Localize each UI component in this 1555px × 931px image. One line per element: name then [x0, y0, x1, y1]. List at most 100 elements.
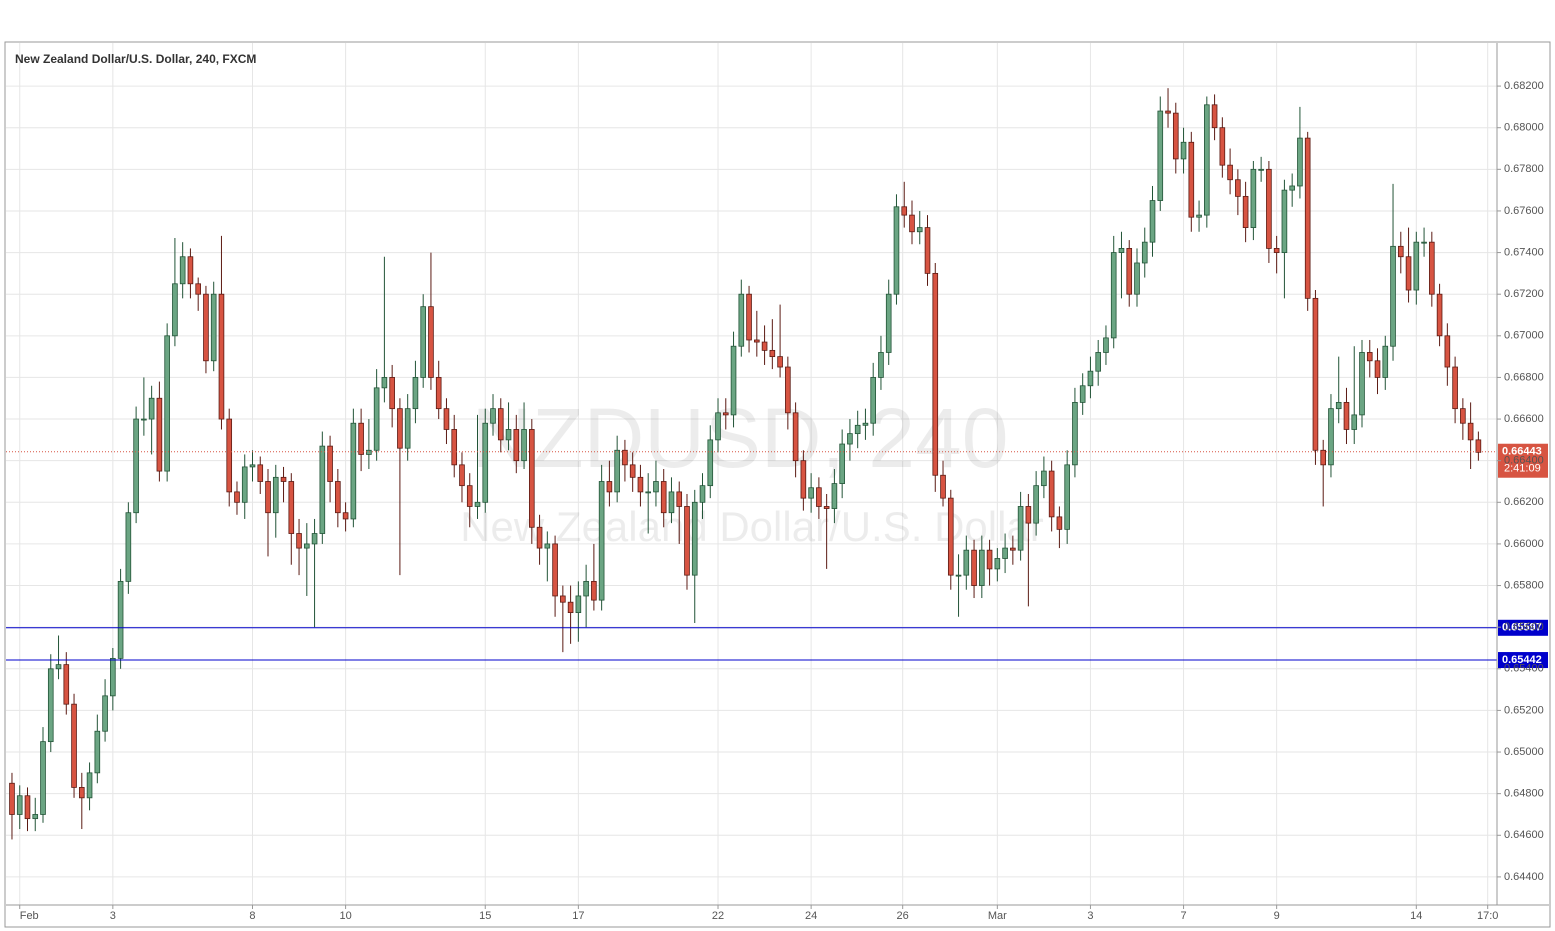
candle-body	[854, 424, 861, 435]
candle-body	[1421, 241, 1427, 244]
candle-body	[71, 703, 77, 788]
candle-body	[1429, 241, 1435, 295]
candle-body	[1382, 345, 1389, 378]
candle-body	[560, 595, 566, 603]
candle-body	[1297, 137, 1303, 187]
x-tick-label: 24	[805, 910, 817, 922]
candle-body	[955, 574, 962, 577]
candle-body	[1188, 141, 1195, 218]
candle-body	[210, 293, 217, 362]
candles	[9, 88, 1482, 840]
candle-body	[862, 422, 869, 426]
candle-body	[986, 549, 993, 570]
candle-body	[544, 543, 551, 549]
candle-body	[1235, 179, 1241, 197]
y-tick-label: 0.68000	[1504, 122, 1544, 134]
candle-body	[676, 491, 683, 507]
candle-body	[1436, 293, 1443, 337]
candle-body	[110, 657, 116, 697]
candle-body	[288, 481, 295, 534]
candle-body	[280, 476, 287, 482]
candle-body	[567, 601, 574, 614]
candle-body	[1079, 385, 1086, 403]
candle-body	[373, 387, 380, 451]
y-tick-label: 0.65400	[1504, 663, 1544, 675]
candle-body	[653, 481, 659, 493]
candle-body	[172, 283, 178, 337]
candle-body	[785, 366, 791, 414]
candle-body	[699, 485, 706, 503]
candle-body	[529, 429, 535, 528]
candle-body	[381, 377, 388, 389]
candle-body	[133, 418, 139, 514]
candle-body	[645, 491, 651, 494]
watermark-name: New Zealand Dollar/U.S. Dollar	[460, 503, 1044, 550]
x-tick-label: Feb	[20, 910, 39, 922]
candle-body	[125, 512, 132, 582]
candle-body	[1460, 408, 1466, 424]
last-price-bg	[1498, 443, 1548, 478]
candle-body	[141, 418, 147, 421]
candle-body	[304, 543, 310, 549]
candle-body	[940, 474, 946, 499]
x-tick-label: 14	[1410, 910, 1422, 922]
candle-body	[1242, 195, 1249, 228]
level-label-bg	[1498, 619, 1548, 636]
candle-body	[847, 433, 853, 445]
candle-body	[583, 580, 589, 597]
x-tick-label: 7	[1180, 910, 1186, 922]
candle-body	[1343, 402, 1350, 430]
overlays: 0.65597 0.65442 0.66443 2:41:09	[6, 443, 1548, 669]
candle-body	[490, 408, 496, 424]
candle-body	[505, 429, 512, 441]
candle-body	[428, 306, 434, 378]
candle-body	[932, 272, 939, 476]
candle-body	[909, 214, 915, 233]
candle-body	[994, 558, 1001, 570]
candle-body	[265, 481, 271, 514]
chart-title: New Zealand Dollar/U.S. Dollar, 240, FXC…	[15, 52, 256, 66]
candle-body	[272, 476, 279, 514]
candle-body	[40, 741, 46, 815]
y-tick-label: 0.67000	[1504, 330, 1544, 342]
candle-body	[335, 481, 341, 514]
candle-body	[63, 664, 70, 705]
candle-body	[342, 512, 349, 520]
candle-body	[971, 549, 977, 586]
candle-body	[1405, 256, 1412, 291]
candle-body	[614, 449, 620, 493]
candle-body	[1359, 352, 1365, 416]
candle-body	[1180, 141, 1187, 160]
candle-body	[839, 443, 845, 484]
candle-body	[47, 668, 54, 743]
candle-body	[1064, 464, 1070, 530]
candle-body	[1467, 422, 1474, 441]
y-tick-label: 0.67800	[1504, 163, 1544, 175]
y-tick-label: 0.66200	[1504, 496, 1544, 508]
candle-body	[1227, 164, 1233, 181]
candle-body	[1087, 370, 1094, 387]
candle-body	[1141, 241, 1148, 264]
candle-body	[668, 491, 675, 514]
candle-body	[1351, 414, 1358, 430]
candle-body	[218, 293, 225, 420]
candle-body	[117, 580, 124, 659]
candle-body	[1413, 241, 1420, 291]
candle-body	[715, 412, 721, 441]
candle-body	[1048, 470, 1055, 518]
candle-body	[1204, 104, 1210, 216]
candle-body	[1366, 352, 1373, 362]
candle-body	[241, 466, 248, 503]
candle-body	[1320, 449, 1327, 466]
y-tick-label: 0.65200	[1504, 704, 1544, 716]
y-tick-label: 0.64800	[1504, 788, 1544, 800]
x-tick-label: 17:0	[1477, 910, 1498, 922]
candle-body	[637, 476, 644, 493]
candle-body	[761, 341, 768, 351]
candle-body	[730, 345, 737, 416]
level-label: 0.65442	[1502, 654, 1542, 666]
candle-body	[1304, 137, 1311, 299]
candle-body	[622, 449, 628, 466]
candle-body	[78, 787, 85, 799]
candle-body	[9, 782, 15, 815]
